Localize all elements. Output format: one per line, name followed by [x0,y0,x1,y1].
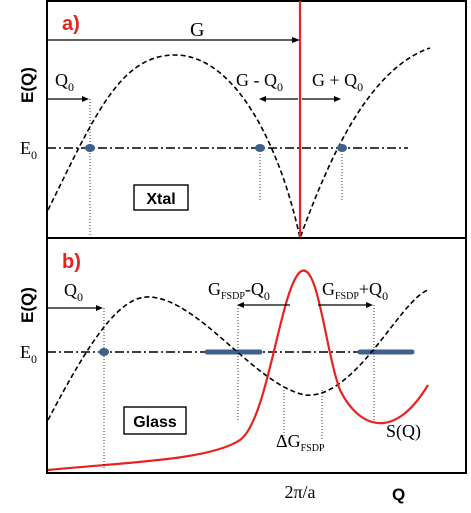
panel-b-q0-label: Q0 [64,280,83,304]
panel-b-y-axis-label: E(Q) [18,287,37,323]
panel-a-y-axis-label: E(Q) [18,67,37,103]
panel-b-x-axis-label: Q [392,485,405,504]
panel-a-dot-q0 [85,144,95,152]
panel-b-sq-label: S(Q) [386,421,421,442]
panel-a-dot-gpq0 [337,144,347,152]
panel-b-gmq0-arrowhead [237,302,244,308]
panel-a-dot-gmq0 [255,144,265,152]
panel-a-xtal-box [133,184,189,211]
panel-a-frame [46,0,467,239]
panel-a-xtal-label: Xtal [146,191,175,208]
panel-b-gmq0-label: GFSDP-Q0 [208,279,270,303]
panel-a-label: a) [62,13,80,35]
panel-a-g-arrowhead [292,37,300,43]
panel-b-glass-box [123,406,187,435]
panel-b-glass-label: Glass [133,414,177,431]
panel-a-g-label: G [190,19,204,41]
panel-b-gpq0-arrowhead [366,302,373,308]
panel-b-delta-g-label: ΔGFSDP [276,431,325,454]
panel-b-x-tick-label: 2π/a [284,482,315,502]
panel-a-gpq0-arrowhead [334,96,341,102]
panel-a-gmq0-label: G - Q0 [236,70,283,94]
panel-a-gmq0-arrowhead [259,96,266,102]
panel-b-e0-label: E0 [20,342,37,366]
panel-b-dispersion-curve [47,289,429,421]
panel-b-dot-q0 [99,348,109,356]
panel-b-label: b) [62,251,81,273]
panel-a-gpq0-label: G + Q0 [312,70,363,94]
panel-b-frame [46,237,467,474]
panel-a-q0-arrowhead [82,96,89,102]
panel-a-dispersion-curve [47,47,431,241]
panel-b-gpq0-label: GFSDP+Q0 [322,279,388,303]
panel-b-q0-arrowhead [96,305,103,311]
panel-a-q0-label: Q0 [55,70,74,94]
panel-a-e0-label: E0 [20,138,37,162]
panel-b-sq-curve [47,269,429,472]
